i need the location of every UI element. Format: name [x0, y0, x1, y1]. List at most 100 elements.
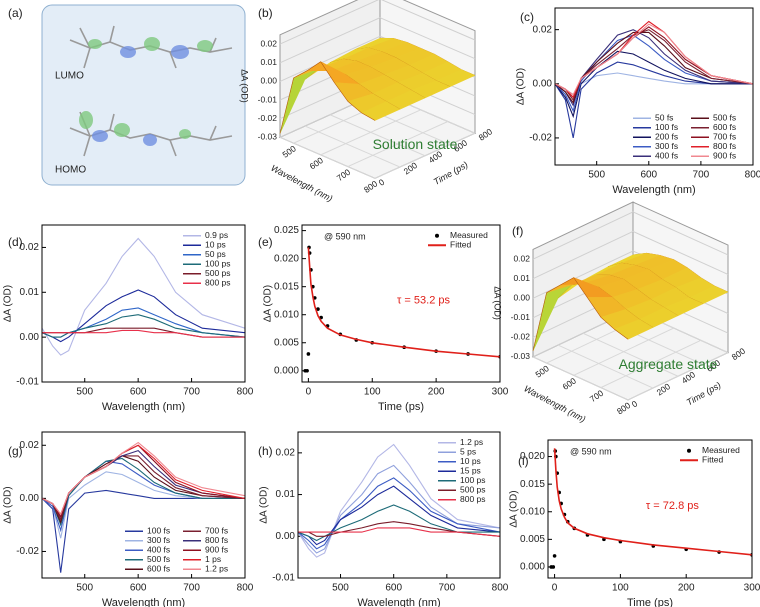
legend-label: 400 fs — [147, 545, 170, 555]
x-tick-label: 600 — [640, 170, 657, 181]
x-axis-label: Time (ps) — [378, 401, 424, 413]
tau-label: τ = 53.2 ps — [397, 294, 450, 306]
x-tick-label: 800 — [745, 170, 760, 181]
y-tick-label: 0.00 — [20, 332, 40, 343]
x-tick-label: 0 — [306, 387, 312, 398]
series-line — [42, 329, 245, 338]
series-line — [298, 521, 500, 537]
legend-label: 50 ps — [205, 249, 226, 259]
x-tick-label: 200 — [428, 387, 445, 398]
x-tick-label: 700 — [693, 170, 710, 181]
legend-label: 300 fs — [147, 535, 170, 545]
x-tick-label: 800 — [237, 583, 254, 594]
plot: 0.000 0.005 0.010 0.015 0.020 0.025 0 100 200 300… — [263, 224, 509, 413]
panel-label: (a) — [8, 6, 23, 20]
y-axis-label: ΔA (OD) — [263, 285, 274, 322]
y-tick-label: -0.01 — [272, 573, 295, 584]
series-line — [298, 527, 500, 537]
legend-label: 800 ps — [460, 494, 486, 504]
legend-swatch — [687, 448, 691, 453]
series-group — [303, 245, 500, 373]
grid-line — [279, 136, 376, 179]
plot-frame — [41, 431, 246, 579]
lobe — [120, 46, 136, 58]
z-tick-label: 0.00 — [260, 76, 277, 86]
legend-label: 800 fs — [713, 141, 736, 151]
x-tick-label: 500 — [588, 170, 605, 181]
x-tick-label: 500 — [332, 583, 349, 594]
y-tick-label: 0.025 — [274, 225, 299, 236]
t-tick-label: 0 — [377, 177, 387, 188]
legend-label: 600 fs — [147, 564, 170, 574]
z-tick-label: -0.03 — [511, 351, 531, 361]
grid-line — [279, 0, 476, 45]
x-tick-label: 600 — [385, 583, 402, 594]
y-tick-label: 0.02 — [20, 242, 40, 253]
data-point — [552, 554, 557, 558]
z-tick-label: -0.02 — [511, 332, 531, 342]
series-group — [555, 20, 753, 139]
x-tick-label: 700 — [335, 167, 353, 183]
series-line — [298, 485, 500, 546]
x-tick-label: 600 — [561, 375, 579, 391]
x-tick-label: 700 — [588, 388, 606, 404]
x-tick-label: 600 — [130, 583, 147, 594]
legend-label: 700 fs — [205, 526, 228, 536]
lobe — [79, 111, 93, 129]
plot-frame — [297, 431, 501, 579]
y-axis-label: ΔA (OD) — [259, 486, 270, 523]
legend-label: Fitted — [450, 240, 472, 250]
legend-label: 50 fs — [655, 113, 673, 123]
legend-label: 0.9 ps — [205, 230, 228, 240]
data-point — [305, 368, 309, 373]
grid-line — [279, 17, 476, 64]
x-tick-label: 600 — [308, 155, 326, 171]
panel-label: (h) — [258, 444, 273, 458]
grid-line — [532, 211, 729, 260]
lobe — [179, 129, 191, 139]
surface-row — [279, 61, 376, 134]
panel-label: (g) — [8, 444, 23, 458]
z-tick-label: -0.02 — [258, 113, 278, 123]
y-tick-label: 0.00 — [20, 493, 40, 504]
molecule-panel: LUMO HOMO — [41, 4, 246, 186]
legend-label: 900 fs — [713, 151, 736, 161]
x-tick-label: 300 — [492, 387, 509, 398]
x-axis-label: Wavelength (nm) — [357, 597, 440, 607]
series-line — [298, 504, 500, 542]
z-axis-label: ΔA (OD) — [493, 286, 503, 320]
legend-label: 10 ps — [460, 456, 481, 466]
t-axis-label: Time (ps) — [432, 159, 470, 187]
t-tick-label: 800 — [730, 346, 748, 362]
x-tick-label: 500 — [533, 363, 551, 379]
molecule-frame — [41, 4, 246, 186]
series-line — [42, 455, 245, 522]
orbital-lobes — [79, 37, 213, 146]
lobe — [114, 123, 130, 137]
note: @ 590 nm — [570, 446, 612, 456]
series-line — [555, 31, 753, 104]
legend-label: 600 fs — [713, 122, 736, 132]
bond — [79, 25, 217, 69]
grid-line — [532, 356, 629, 401]
plot-frame — [554, 7, 754, 166]
z-tick-label: -0.03 — [258, 132, 278, 142]
t-tick-label: 800 — [477, 126, 495, 142]
series-line — [42, 471, 245, 539]
panel-label: (c) — [520, 10, 534, 24]
z-tick-label: 0.01 — [513, 273, 530, 283]
legend-label: 500 fs — [713, 113, 736, 123]
legend-label: 500 ps — [460, 485, 486, 495]
z-tick-label: 0.02 — [513, 253, 530, 263]
legend-label: 800 ps — [205, 278, 231, 288]
panel-label: (f) — [512, 224, 523, 238]
y-axis-label: ΔA (OD) — [509, 490, 520, 527]
bond — [79, 111, 217, 157]
plot-frame — [547, 439, 753, 579]
legend-label: Measured — [702, 445, 740, 455]
